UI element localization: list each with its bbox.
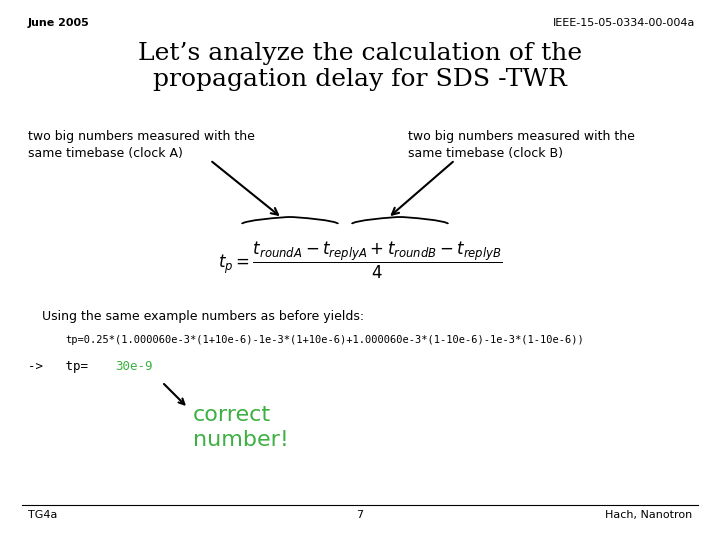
Text: Using the same example numbers as before yields:: Using the same example numbers as before… bbox=[42, 310, 364, 323]
Text: ->   tp=: -> tp= bbox=[28, 360, 96, 373]
Text: 30e-9: 30e-9 bbox=[115, 360, 153, 373]
Text: Hach, Nanotron: Hach, Nanotron bbox=[605, 510, 692, 520]
Text: number!: number! bbox=[193, 430, 289, 450]
Text: two big numbers measured with the
same timebase (clock A): two big numbers measured with the same t… bbox=[28, 130, 255, 160]
Text: tp=0.25*(1.000060e-3*(1+10e-6)-1e-3*(1+10e-6)+1.000060e-3*(1-10e-6)-1e-3*(1-10e-: tp=0.25*(1.000060e-3*(1+10e-6)-1e-3*(1+1… bbox=[65, 335, 584, 345]
Text: Let’s analyze the calculation of the: Let’s analyze the calculation of the bbox=[138, 42, 582, 65]
Text: two big numbers measured with the
same timebase (clock B): two big numbers measured with the same t… bbox=[408, 130, 635, 160]
Text: correct: correct bbox=[193, 405, 271, 425]
Text: $t_p = \dfrac{t_{roundA} - t_{replyA} + t_{roundB} - t_{replyB}}{4}$: $t_p = \dfrac{t_{roundA} - t_{replyA} + … bbox=[217, 240, 503, 281]
Text: IEEE-15-05-0334-00-004a: IEEE-15-05-0334-00-004a bbox=[553, 18, 695, 28]
Text: 7: 7 bbox=[356, 510, 364, 520]
Text: June 2005: June 2005 bbox=[28, 18, 90, 28]
Text: TG4a: TG4a bbox=[28, 510, 58, 520]
Text: propagation delay for SDS -TWR: propagation delay for SDS -TWR bbox=[153, 68, 567, 91]
